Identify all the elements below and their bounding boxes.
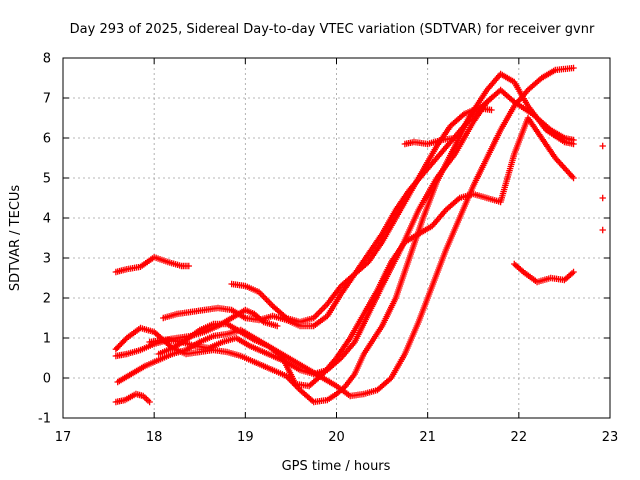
x-tick-label: 22	[511, 430, 528, 445]
data-point	[599, 194, 606, 202]
x-axis-label: GPS time / hours	[282, 459, 391, 474]
data-point	[570, 64, 577, 72]
data-point	[488, 106, 495, 114]
data-point	[599, 226, 606, 234]
data-point	[315, 310, 322, 317]
data-point	[264, 298, 272, 305]
data-point	[146, 398, 153, 406]
chart-title: Day 293 of 2025, Sidereal Day-to-day VTE…	[70, 22, 595, 37]
y-tick-label: 3	[43, 252, 51, 267]
y-tick-label: 1	[43, 332, 51, 347]
data-point	[570, 174, 577, 182]
data-marks	[112, 64, 606, 406]
data-point	[599, 142, 606, 150]
y-tick-label: 4	[43, 212, 51, 227]
x-tick-label: 23	[602, 430, 619, 445]
data-point	[261, 295, 269, 302]
data-point	[319, 305, 327, 312]
data-point	[318, 307, 325, 314]
data-point	[274, 322, 281, 330]
data-point	[570, 136, 577, 144]
x-tick-label: 19	[237, 430, 254, 445]
data-point	[266, 299, 273, 307]
data-point	[258, 291, 266, 299]
data-point	[488, 94, 495, 102]
data-point	[570, 268, 577, 276]
y-tick-label: 6	[43, 132, 51, 147]
y-tick-label: 0	[43, 372, 51, 387]
data-point	[260, 293, 267, 300]
y-axis-label: SDTVAR / TECUs	[8, 185, 23, 292]
data-point	[316, 308, 323, 315]
plot-frame	[62, 57, 611, 419]
x-tick-label: 21	[419, 430, 436, 445]
data-point	[313, 311, 320, 319]
y-tick-label: 7	[43, 92, 51, 107]
x-tick-label: 18	[146, 430, 163, 445]
x-tick-label: 17	[55, 430, 72, 445]
x-tick-label: 20	[328, 430, 345, 445]
y-tick-label: -1	[38, 412, 51, 427]
y-tick-label: 8	[43, 52, 51, 67]
data-point	[263, 296, 270, 303]
data-point	[451, 134, 459, 142]
y-tick-label: 2	[43, 292, 51, 307]
data-point	[321, 303, 328, 311]
y-tick-label: 5	[43, 172, 51, 187]
data-point	[185, 262, 193, 270]
